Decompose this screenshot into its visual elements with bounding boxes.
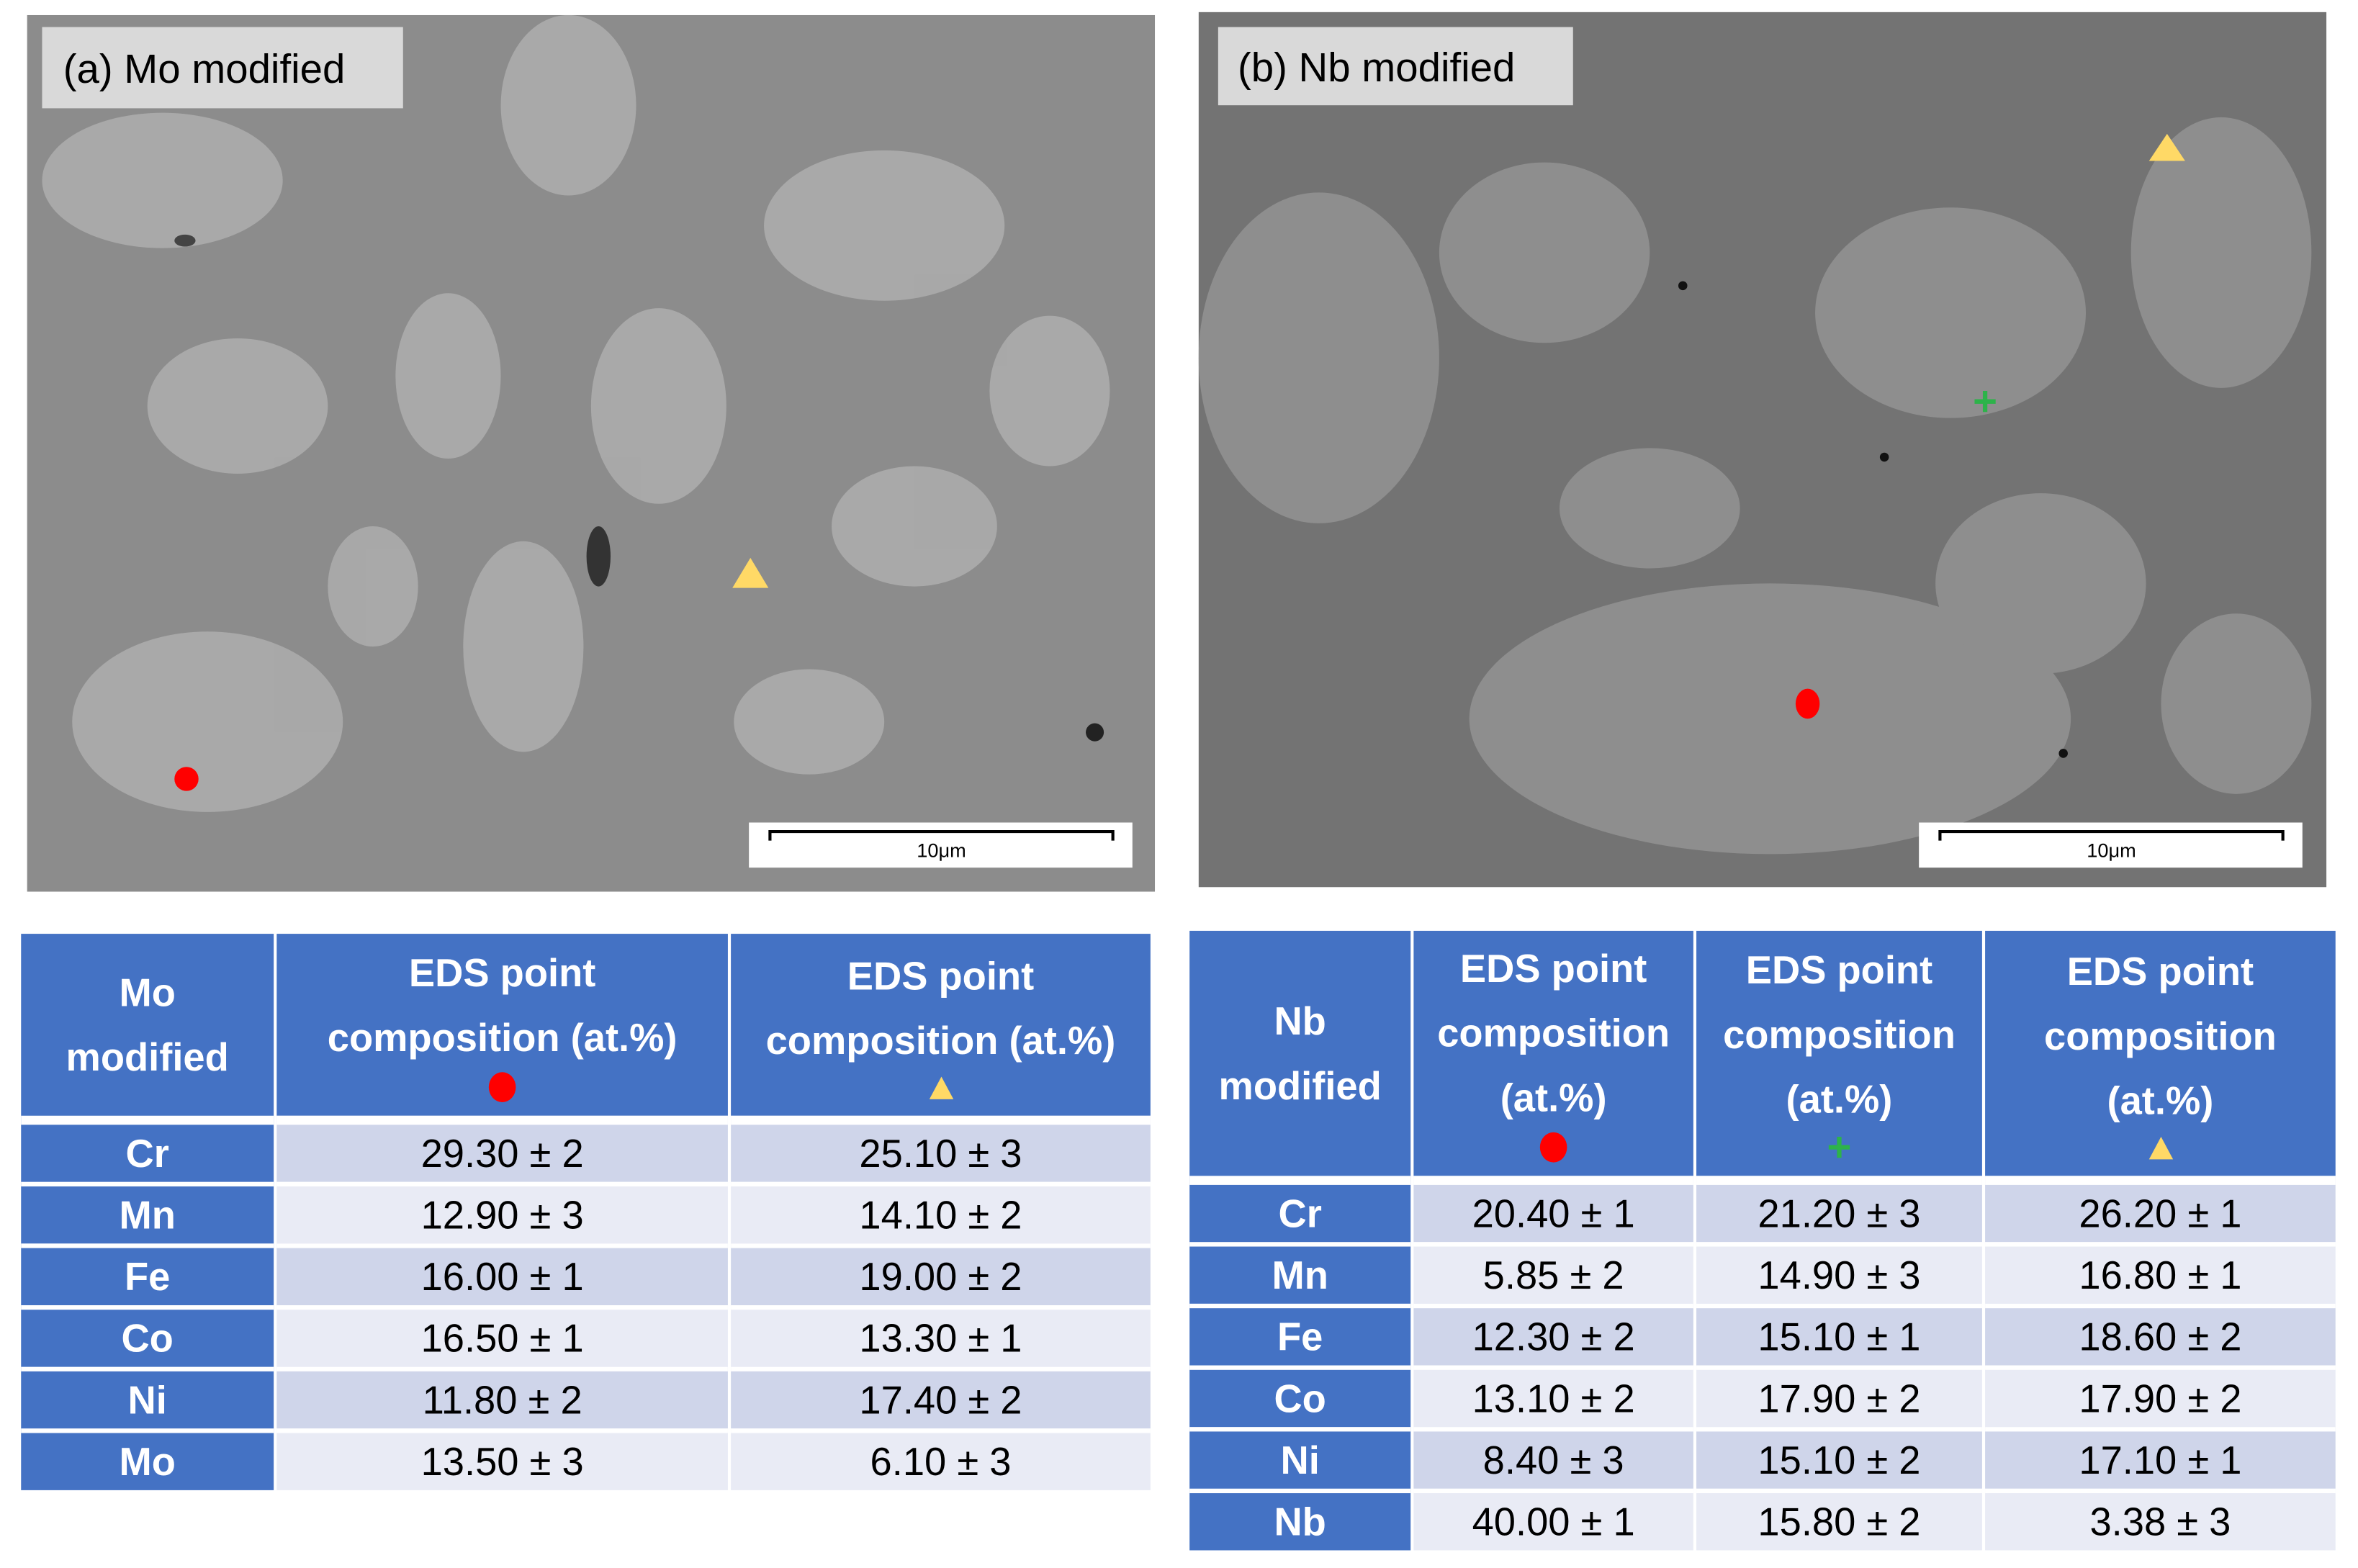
element-cell: Co	[21, 1305, 274, 1367]
value-cell: 29.30 ± 2	[276, 1115, 728, 1182]
value-cell: 14.90 ± 3	[1696, 1242, 1982, 1304]
value-cell: 16.50 ± 1	[276, 1305, 728, 1367]
element-cell: Cr	[21, 1115, 274, 1182]
table-row: Cr 29.30 ± 2 25.10 ± 3	[21, 1115, 1151, 1182]
value-cell: 12.30 ± 2	[1413, 1303, 1693, 1366]
header-text: EDS point	[1459, 945, 1647, 991]
table-row: Ni 11.80 ± 2 17.40 ± 2	[21, 1366, 1151, 1429]
header-text: composition (at.%)	[765, 1017, 1116, 1063]
value-cell: 17.90 ± 2	[1985, 1365, 2336, 1428]
data-table: Nb modified EDS point composition (at.%) EDS …	[1187, 930, 2339, 1551]
point-marker	[276, 1070, 728, 1109]
value-cell: 14.10 ± 2	[731, 1181, 1151, 1244]
header-text: EDS point	[408, 950, 596, 995]
value-cell: 12.90 ± 3	[276, 1181, 728, 1244]
element-cell: Ni	[21, 1366, 274, 1429]
header-text: modified	[66, 1033, 229, 1079]
value-cell: 21.20 ± 3	[1696, 1176, 1982, 1243]
value-cell: 11.80 ± 2	[276, 1366, 728, 1429]
table-row: Mo 13.50 ± 3 6.10 ± 3	[21, 1428, 1151, 1490]
sem-image-a: (a) Mo modified 10μm	[27, 14, 1156, 892]
element-cell: Fe	[21, 1243, 274, 1305]
value-cell: 8.40 ± 3	[1413, 1427, 1693, 1489]
table-row: Ni 8.40 ± 3 15.10 ± 2 17.10 ± 1	[1189, 1427, 2336, 1489]
header-text: composition	[2044, 1013, 2277, 1059]
header-text: (at.%)	[1500, 1075, 1607, 1121]
value-cell: 13.30 ± 1	[731, 1305, 1151, 1367]
table-row: Fe 16.00 ± 1 19.00 ± 2	[21, 1243, 1151, 1305]
value-cell: 13.50 ± 3	[276, 1428, 728, 1490]
element-cell: Mn	[21, 1181, 274, 1244]
header-cell: EDS point composition (at.%)	[731, 934, 1151, 1116]
value-cell: 3.38 ± 3	[1985, 1488, 2336, 1551]
header-text: (at.%)	[1786, 1076, 1893, 1122]
table-row: Co 16.50 ± 1 13.30 ± 1	[21, 1305, 1151, 1367]
table-row: Mn 12.90 ± 3 14.10 ± 2	[21, 1181, 1151, 1244]
header-text: Mo	[119, 969, 176, 1014]
header-text: Nb	[1274, 997, 1326, 1043]
scale-bar-label: 10μm	[917, 839, 966, 862]
value-cell: 17.90 ± 2	[1696, 1365, 1982, 1428]
table-row: Cr 20.40 ± 1 21.20 ± 3 26.20 ± 1	[1189, 1176, 2336, 1243]
value-cell: 16.80 ± 1	[1985, 1242, 2336, 1304]
value-cell: 6.10 ± 3	[731, 1428, 1151, 1490]
point-marker	[1413, 1131, 1693, 1170]
header-text: composition	[1723, 1011, 1956, 1058]
element-cell: Mn	[1189, 1242, 1411, 1304]
scale-bar-label: 10μm	[2087, 839, 2136, 862]
value-cell: 13.10 ± 2	[1413, 1365, 1693, 1428]
table-row: Mn 5.85 ± 2 14.90 ± 3 16.80 ± 1	[1189, 1242, 2336, 1304]
table-row: Nb 40.00 ± 1 15.80 ± 2 3.38 ± 3	[1189, 1488, 2336, 1551]
header-row: Nb modified EDS point composition (at.%) EDS …	[1189, 930, 2336, 1176]
value-cell: 26.20 ± 1	[1985, 1176, 2336, 1243]
element-cell: Mo	[21, 1428, 274, 1490]
header-text: composition (at.%)	[327, 1014, 678, 1060]
element-cell: Fe	[1189, 1303, 1411, 1366]
header-cell: EDS point composition (at.%)	[1696, 930, 1982, 1176]
panel-label: (b) Nb modified	[1238, 45, 1515, 90]
value-cell: 15.10 ± 2	[1696, 1427, 1982, 1489]
header-text: EDS point	[1745, 947, 1933, 993]
value-cell: 19.00 ± 2	[731, 1243, 1151, 1305]
sem-image-b: (b) Nb modified 10μm	[1198, 12, 2327, 888]
value-cell: 16.00 ± 1	[276, 1243, 728, 1305]
value-cell: 40.00 ± 1	[1413, 1488, 1693, 1551]
header-cell: Nb modified	[1189, 930, 1411, 1176]
element-cell: Cr	[1189, 1176, 1411, 1243]
data-table: Mo modified EDS point composition (at.%) EDS…	[18, 934, 1153, 1490]
header-text: composition	[1437, 1010, 1670, 1056]
point-marker	[1985, 1134, 2336, 1167]
value-cell: 5.85 ± 2	[1413, 1242, 1693, 1304]
header-row: Mo modified EDS point composition (at.%) EDS…	[21, 934, 1151, 1116]
value-cell: 18.60 ± 2	[1985, 1303, 2336, 1366]
value-cell: 17.10 ± 1	[1985, 1427, 2336, 1489]
header-cell: EDS point composition (at.%)	[276, 934, 728, 1116]
point-marker	[1696, 1132, 1982, 1168]
value-cell: 15.10 ± 1	[1696, 1303, 1982, 1366]
panel-label: (a) Mo modified	[63, 46, 346, 91]
table-row: Co 13.10 ± 2 17.90 ± 2 17.90 ± 2	[1189, 1365, 2336, 1428]
element-cell: Ni	[1189, 1427, 1411, 1489]
header-cell: EDS point composition (at.%)	[1985, 930, 2336, 1176]
value-cell: 15.80 ± 2	[1696, 1488, 1982, 1551]
header-text: (at.%)	[2107, 1078, 2214, 1124]
header-text: EDS point	[2066, 948, 2254, 994]
value-cell: 17.40 ± 2	[731, 1366, 1151, 1429]
header-cell: Mo modified	[21, 934, 274, 1116]
header-text: EDS point	[847, 952, 1035, 998]
value-cell: 25.10 ± 3	[731, 1115, 1151, 1182]
header-cell: EDS point composition (at.%)	[1413, 930, 1693, 1176]
value-cell: 20.40 ± 1	[1413, 1176, 1693, 1243]
table-row: Fe 12.30 ± 2 15.10 ± 1 18.60 ± 2	[1189, 1303, 2336, 1366]
header-text: modified	[1218, 1062, 1382, 1108]
element-cell: Co	[1189, 1365, 1411, 1428]
point-marker	[731, 1073, 1151, 1106]
element-cell: Nb	[1189, 1488, 1411, 1551]
